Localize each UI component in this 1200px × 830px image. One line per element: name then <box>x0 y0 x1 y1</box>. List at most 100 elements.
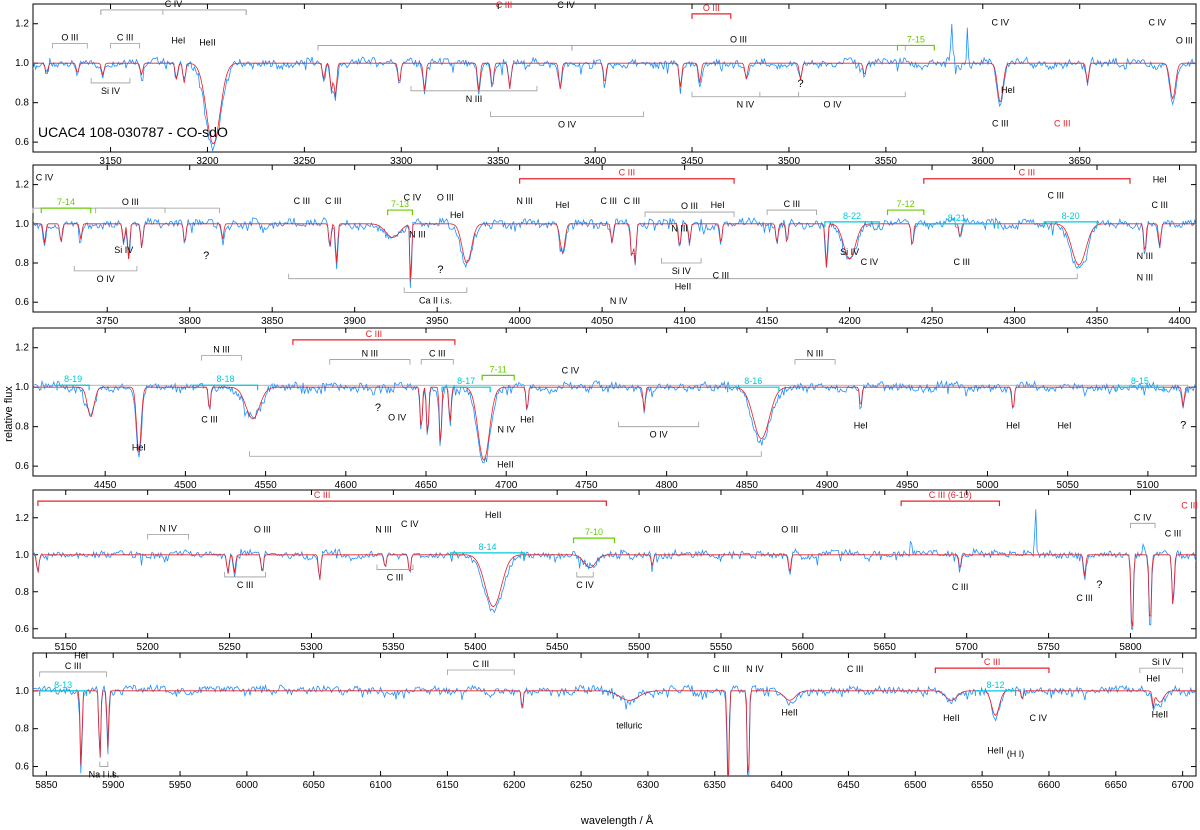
x-tick-label: 4600 <box>335 480 358 491</box>
ident-bracket <box>387 209 414 216</box>
ident-bracket <box>100 9 247 15</box>
line-label: HeI <box>854 421 868 431</box>
ident-bracket <box>99 761 109 767</box>
ident-label: C III <box>429 349 446 359</box>
ident-bracket <box>56 384 90 391</box>
x-tick-label: 5900 <box>102 780 125 791</box>
panel-frame <box>32 327 1197 477</box>
line-label: C III <box>1054 118 1071 128</box>
x-tick-label: 5000 <box>976 480 999 491</box>
y-tick-label: 0.6 <box>15 624 29 635</box>
model-spectrum-line <box>33 690 1196 776</box>
ident-bracket <box>824 221 880 227</box>
ident-label: C IV <box>165 0 183 9</box>
line-label: O III <box>781 525 798 535</box>
ident-bracket <box>1130 522 1156 529</box>
ident-label: O IV <box>97 274 115 284</box>
model-spectrum-line <box>33 62 1196 145</box>
line-label: C IV <box>1148 18 1166 28</box>
x-tick-label: 4800 <box>656 480 679 491</box>
line-label: N IV <box>746 664 764 674</box>
ident-bracket <box>572 537 616 544</box>
line-label: HeI <box>556 200 570 210</box>
x-tick-label: 4500 <box>174 480 197 491</box>
line-label: ? <box>203 250 209 262</box>
ident-label: N IV <box>737 100 755 110</box>
line-label: C IV <box>401 519 419 529</box>
ident-bracket <box>288 273 1078 280</box>
ident-bracket <box>192 384 259 391</box>
model-spectrum-line <box>33 554 1196 627</box>
ident-bracket <box>1115 386 1165 393</box>
line-label: N III <box>671 224 688 234</box>
ident-label: 7-12 <box>897 199 915 209</box>
line-label: HeII <box>943 713 960 723</box>
ident-label: C III (6-10) <box>929 490 972 500</box>
line-label: N III <box>409 230 426 240</box>
ident-label: C III <box>65 661 82 671</box>
x-tick-label: 3150 <box>99 156 122 167</box>
ident-bracket <box>934 667 1050 674</box>
x-tick-label: 5500 <box>628 642 651 653</box>
line-label: HeI <box>1153 175 1167 185</box>
panel-frame <box>32 164 1197 313</box>
ident-label: C IV <box>576 580 594 590</box>
ident-bracket <box>481 374 515 381</box>
ident-bracket <box>759 91 906 98</box>
line-label: C III <box>325 196 342 206</box>
line-label: O III <box>644 525 661 535</box>
line-label: C III <box>624 196 641 206</box>
y-tick-label: 0.6 <box>15 297 29 308</box>
x-tick-label: 6150 <box>436 780 459 791</box>
ident-label: 8-18 <box>216 374 234 384</box>
ident-bracket <box>691 13 732 19</box>
ident-bracket <box>37 500 607 507</box>
ident-bracket <box>292 339 456 345</box>
ident-bracket <box>376 564 414 570</box>
x-tick-label: 6500 <box>904 780 927 791</box>
ident-label: 7-11 <box>490 364 507 374</box>
line-label: C III <box>1076 593 1093 603</box>
ident-label: O III <box>61 32 78 42</box>
ident-label: Si IV <box>672 266 691 276</box>
y-tick-label: 0.6 <box>15 762 29 773</box>
y-tick-label: 1.2 <box>15 343 29 354</box>
ident-bracket <box>95 207 166 214</box>
ident-label: N IV <box>159 523 177 533</box>
ident-bracket <box>447 669 515 676</box>
ident-label: C III <box>117 32 134 42</box>
x-tick-label: 4300 <box>1003 316 1026 327</box>
ident-bracket <box>886 209 925 216</box>
ident-label: 8-19 <box>64 374 82 384</box>
ident-label: C III <box>619 168 636 178</box>
ident-bracket <box>73 265 138 272</box>
ident-label: Ca II i.s. <box>419 295 452 305</box>
ident-label: O III <box>681 201 698 211</box>
panel-3: 4450 4500 4550 4600 4650 4700 4750 4800 4850 4900… <box>15 327 1197 491</box>
observed-spectrum-line <box>33 23 1196 152</box>
x-tick-label: 6600 <box>1038 780 1061 791</box>
line-label: N III <box>1137 273 1154 283</box>
ident-bracket <box>249 451 762 457</box>
line-label: N III <box>375 525 392 535</box>
ident-bracket <box>726 386 780 393</box>
ident-label: C III <box>984 657 1001 667</box>
x-tick-label: 3650 <box>1069 156 1092 167</box>
line-label: C IV <box>404 192 422 202</box>
line-label: C IV <box>562 365 580 375</box>
x-tick-label: 4450 <box>94 480 117 491</box>
panel-frame <box>32 652 1197 777</box>
y-tick-label: 1.0 <box>15 550 29 561</box>
x-tick-label: 4850 <box>736 480 759 491</box>
x-axis-label: wavelength / Å <box>580 814 654 827</box>
x-tick-label: 4100 <box>673 316 696 327</box>
y-tick-label: 0.8 <box>15 98 29 109</box>
ident-label: C III <box>366 329 383 339</box>
x-tick-label: 6450 <box>837 780 860 791</box>
ident-bracket <box>923 178 1131 184</box>
x-tick-label: 6200 <box>503 780 526 791</box>
line-label: ? <box>798 78 804 90</box>
line-label: HeII <box>781 707 798 717</box>
x-tick-label: 3850 <box>261 316 284 327</box>
x-tick-label: 4650 <box>415 480 438 491</box>
